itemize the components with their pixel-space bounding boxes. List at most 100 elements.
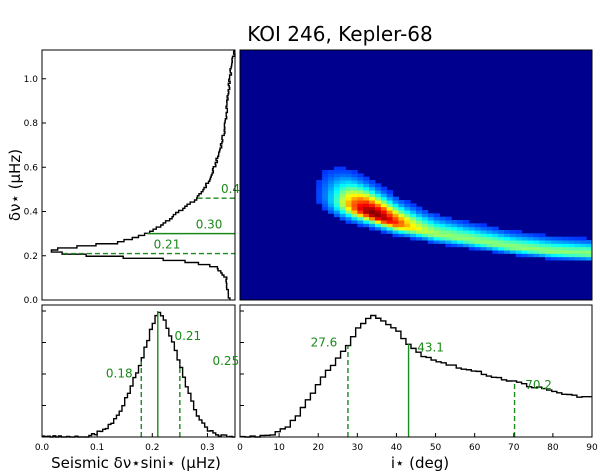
heatmap-cell bbox=[369, 190, 376, 194]
heatmap-cell bbox=[580, 246, 587, 251]
heatmap-cell bbox=[527, 250, 534, 254]
heatmap-cell bbox=[457, 220, 464, 224]
heatmap-cell bbox=[533, 246, 540, 251]
heatmap-cell bbox=[392, 216, 399, 221]
heatmap-cell bbox=[345, 173, 352, 178]
bottom-right-xlabel: i⋆ (deg) bbox=[391, 454, 449, 472]
heatmap-cell bbox=[527, 233, 534, 238]
heatmap-cell bbox=[351, 196, 358, 201]
heatmap-cell bbox=[380, 186, 388, 191]
heatmap-cell bbox=[468, 240, 476, 244]
heatmap-cell bbox=[357, 183, 364, 188]
bottom-right-xtick-label: 80 bbox=[547, 443, 559, 453]
bottom-right-xtick-label: 10 bbox=[273, 443, 285, 453]
heatmap-cell bbox=[504, 243, 511, 248]
heatmap-cell bbox=[357, 180, 364, 184]
heatmap-cell bbox=[316, 180, 323, 184]
heatmap-cell bbox=[574, 240, 581, 244]
heatmap-cell bbox=[562, 250, 570, 254]
heatmap-cell bbox=[380, 230, 388, 234]
heatmap-cell bbox=[527, 243, 534, 248]
heatmap-cell bbox=[480, 223, 487, 228]
heatmap-cell bbox=[357, 210, 364, 214]
heatmap-cell bbox=[369, 203, 376, 208]
heatmap-cell bbox=[363, 223, 370, 228]
heatmap-cell bbox=[380, 216, 388, 221]
heatmap-cell bbox=[474, 230, 482, 234]
heatmap-cell bbox=[468, 226, 476, 231]
bottom-left-xtick-label: 0.0 bbox=[35, 443, 50, 453]
heatmap-cell bbox=[416, 223, 423, 228]
heatmap-cell bbox=[345, 210, 352, 214]
heatmap-cell bbox=[451, 223, 458, 228]
heatmap-cell bbox=[339, 176, 347, 181]
heatmap-cell bbox=[398, 213, 405, 218]
heatmap-cell bbox=[333, 190, 341, 194]
heatmap-cell bbox=[468, 223, 476, 228]
heatmap-cell bbox=[380, 226, 388, 231]
heatmap-cell bbox=[462, 226, 470, 231]
heatmap-cell bbox=[410, 216, 417, 221]
heatmap-cell bbox=[328, 186, 335, 191]
heatmap-cell bbox=[386, 230, 394, 234]
heatmap-cell bbox=[410, 223, 417, 228]
heatmap-cell bbox=[545, 246, 552, 251]
heatmap-cell bbox=[333, 176, 341, 181]
heatmap-cell bbox=[339, 186, 347, 191]
heatmap-cell bbox=[345, 193, 352, 198]
heatmap-cell bbox=[322, 193, 329, 198]
heatmap-cell bbox=[515, 236, 523, 241]
heatmap-cell bbox=[416, 236, 423, 241]
bottom-left-xlabel: Seismic δν⋆sini⋆ (μHz) bbox=[51, 454, 221, 472]
heatmap-cell bbox=[345, 196, 352, 201]
heatmap-cell bbox=[427, 233, 435, 238]
heatmap-cell bbox=[492, 243, 499, 248]
heatmap-cell bbox=[374, 220, 382, 224]
heatmap-cell bbox=[322, 176, 329, 181]
heatmap-cell bbox=[328, 200, 335, 204]
heatmap-cell bbox=[345, 190, 352, 194]
heatmap-cell bbox=[392, 210, 399, 214]
heatmap-cell bbox=[416, 233, 423, 238]
bottom-right-xtick-label: 70 bbox=[508, 443, 520, 453]
heatmap-cell bbox=[480, 236, 487, 241]
heatmap-cell bbox=[545, 243, 552, 248]
heatmap-cell bbox=[550, 256, 558, 261]
heatmap-cell bbox=[562, 243, 570, 248]
heatmap-cell bbox=[486, 233, 493, 238]
heatmap-cell bbox=[486, 230, 493, 234]
heatmap-cell bbox=[386, 210, 394, 214]
heatmap-cell bbox=[369, 180, 376, 184]
heatmap-cell bbox=[556, 250, 564, 254]
heatmap-cell bbox=[339, 203, 347, 208]
heatmap-cell bbox=[333, 210, 341, 214]
heatmap-cell bbox=[363, 220, 370, 224]
bottom-left-marker-label: 0.18 bbox=[106, 367, 133, 381]
heatmap-cell bbox=[374, 203, 382, 208]
heatmap-cell bbox=[363, 193, 370, 198]
left-marginal-panel: 0.460.300.210.00.20.40.60.81.0 bbox=[24, 49, 248, 306]
heatmap-cell bbox=[410, 236, 417, 241]
heatmap-cell bbox=[486, 240, 493, 244]
heatmap-cell bbox=[474, 233, 482, 238]
heatmap-cell bbox=[521, 240, 528, 244]
left-ytick-label: 0.0 bbox=[24, 296, 39, 306]
heatmap-cell bbox=[333, 213, 341, 218]
heatmap-cell bbox=[322, 180, 329, 184]
heatmap-cell bbox=[328, 173, 335, 178]
heatmap-cell bbox=[580, 256, 587, 261]
heatmap-cell bbox=[468, 246, 476, 251]
heatmap-cell bbox=[316, 186, 323, 191]
heatmap-cell bbox=[562, 256, 570, 261]
heatmap-cell bbox=[480, 243, 487, 248]
heatmap-cell bbox=[357, 190, 364, 194]
heatmap-cell bbox=[398, 216, 405, 221]
heatmap-cell bbox=[333, 173, 341, 178]
heatmap-cell bbox=[509, 246, 517, 251]
heatmap-cell bbox=[521, 236, 528, 241]
heatmap-cell bbox=[480, 240, 487, 244]
heatmap-cell bbox=[351, 176, 358, 181]
heatmap-cell bbox=[445, 240, 452, 244]
heatmap-cell bbox=[451, 220, 458, 224]
heatmap-cell bbox=[416, 220, 423, 224]
